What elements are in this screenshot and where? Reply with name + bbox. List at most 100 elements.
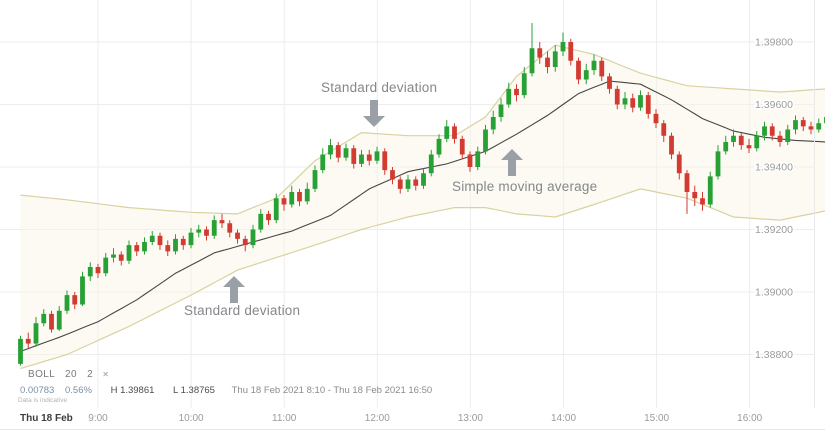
bullish-candle <box>64 295 70 311</box>
time-axis-line <box>0 429 825 430</box>
bearish-candle <box>390 170 395 180</box>
bullish-candle <box>529 48 535 74</box>
bearish-candle <box>800 120 806 127</box>
price-axis-line <box>814 0 815 408</box>
time-axis[interactable]: Thu 18 Feb 9:00 10:00 11:00 12:00 13:00 14:00… <box>0 408 825 433</box>
indicator-legend: BOLL 20 2 ✕ <box>28 369 109 380</box>
session-stats: 0.00783 0.56% H 1.39861 L 1.38765 Thu 18… <box>20 385 432 396</box>
bullish-candle <box>56 310 62 330</box>
bearish-candle <box>661 123 667 136</box>
bullish-candle <box>33 323 39 344</box>
bullish-candle <box>111 254 116 258</box>
bearish-candle <box>452 126 457 139</box>
bearish-candle <box>676 154 682 174</box>
bearish-candle <box>266 213 271 221</box>
bullish-candle <box>250 229 256 246</box>
bearish-candle <box>545 57 550 67</box>
bearish-candle <box>219 220 225 224</box>
bullish-candle <box>343 148 349 158</box>
price-axis-label: 1.38800 <box>755 349 793 361</box>
indicator-close-icon[interactable]: ✕ <box>102 370 110 379</box>
indicator-multiplier: 2 <box>87 369 94 380</box>
time-range: Thu 18 Feb 2021 8:10 - Thu 18 Feb 2021 1… <box>231 385 433 396</box>
bearish-candle <box>235 232 240 239</box>
price-axis-label: 1.39400 <box>755 162 793 174</box>
price-change: 0.00783 <box>20 385 55 396</box>
bullish-candle <box>560 42 566 52</box>
bullish-candle <box>188 232 194 246</box>
annotation-label: Standard deviation <box>321 80 438 95</box>
bullish-candle <box>498 104 504 117</box>
time-axis-label: 14:00 <box>550 413 577 424</box>
indicative-note: Data is indicative <box>18 397 68 404</box>
bullish-candle <box>320 154 326 171</box>
bullish-candle <box>312 170 318 189</box>
bullish-candle <box>149 235 155 242</box>
bearish-candle <box>72 295 78 305</box>
bullish-candle <box>583 70 589 80</box>
bullish-candle <box>173 238 178 252</box>
annotation-simple-moving-average: Simple moving average <box>452 179 597 194</box>
bullish-candle <box>405 179 411 189</box>
bearish-candle <box>25 338 31 344</box>
bearish-candle <box>607 76 612 89</box>
time-axis-label: 16:00 <box>737 413 763 424</box>
bearish-candle <box>645 95 651 114</box>
bullish-candle <box>475 151 481 167</box>
price-axis-label: 1.39000 <box>755 287 793 299</box>
bullish-candle <box>762 126 767 136</box>
bullish-candle <box>126 245 132 261</box>
bearish-candle <box>576 60 581 80</box>
bullish-candle <box>723 142 729 152</box>
bearish-candle <box>366 154 372 161</box>
bullish-candle <box>18 338 23 364</box>
bullish-candle <box>80 276 85 305</box>
bullish-candle <box>211 220 217 236</box>
down-arrow-icon <box>363 100 385 127</box>
bearish-candle <box>351 148 357 164</box>
bullish-candle <box>428 154 434 174</box>
bullish-candle <box>785 129 791 142</box>
bearish-candle <box>746 145 752 149</box>
bearish-candle <box>692 192 698 199</box>
bullish-candle <box>359 154 364 164</box>
indicator-period: 20 <box>65 369 77 380</box>
bearish-candle <box>281 198 287 205</box>
bearish-candle <box>630 98 636 108</box>
bearish-candle <box>242 238 248 246</box>
bullish-candle <box>483 129 488 152</box>
time-axis-label: 12:00 <box>364 413 390 424</box>
bullish-candle <box>715 151 721 177</box>
annotation-label: Simple moving average <box>452 179 598 194</box>
bollinger-channel-fill <box>20 45 825 369</box>
bullish-candle <box>41 313 47 324</box>
bearish-candle <box>537 48 543 58</box>
bearish-candle <box>157 235 163 246</box>
bearish-candle <box>568 42 574 61</box>
price-change-percent: 0.56% <box>64 385 92 396</box>
bearish-candle <box>134 245 140 252</box>
bearish-candle <box>614 88 620 105</box>
time-axis-label: 13:00 <box>457 413 483 424</box>
bullish-candle <box>754 135 760 149</box>
up-arrow-icon <box>223 276 245 303</box>
bearish-candle <box>297 192 302 202</box>
bullish-candle <box>591 60 597 71</box>
bearish-candle <box>808 126 814 130</box>
bullish-candle <box>731 135 736 142</box>
time-axis-label: 15:00 <box>644 413 670 424</box>
bearish-candle <box>49 313 54 330</box>
bullish-candle <box>142 242 147 252</box>
annotation-standard-deviation-upper: Standard deviation <box>321 80 437 95</box>
session-low: L 1.38765 <box>173 385 215 396</box>
bullish-candle <box>444 126 450 139</box>
bearish-candle <box>669 135 674 155</box>
bullish-candle <box>622 98 628 105</box>
indicator-name: BOLL <box>28 369 55 380</box>
time-axis-label: 9:00 <box>88 413 108 424</box>
bullish-candle <box>103 257 109 274</box>
bullish-candle <box>87 267 93 277</box>
bullish-candle <box>289 192 295 205</box>
